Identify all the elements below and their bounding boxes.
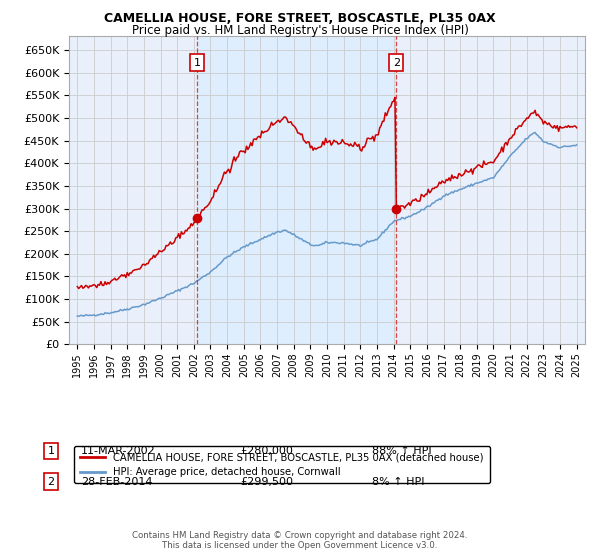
Text: 2: 2 — [47, 477, 55, 487]
Text: 1: 1 — [194, 58, 200, 68]
Text: 28-FEB-2014: 28-FEB-2014 — [81, 477, 152, 487]
Text: 1: 1 — [47, 446, 55, 456]
Text: CAMELLIA HOUSE, FORE STREET, BOSCASTLE, PL35 0AX: CAMELLIA HOUSE, FORE STREET, BOSCASTLE, … — [104, 12, 496, 25]
Text: £299,500: £299,500 — [240, 477, 293, 487]
Text: 88% ↑ HPI: 88% ↑ HPI — [372, 446, 431, 456]
Text: £280,000: £280,000 — [240, 446, 293, 456]
Text: Contains HM Land Registry data © Crown copyright and database right 2024.
This d: Contains HM Land Registry data © Crown c… — [132, 530, 468, 550]
Legend: CAMELLIA HOUSE, FORE STREET, BOSCASTLE, PL35 0AX (detached house), HPI: Average : CAMELLIA HOUSE, FORE STREET, BOSCASTLE, … — [74, 446, 490, 483]
Text: Price paid vs. HM Land Registry's House Price Index (HPI): Price paid vs. HM Land Registry's House … — [131, 24, 469, 36]
Text: 8% ↑ HPI: 8% ↑ HPI — [372, 477, 425, 487]
Bar — [197, 36, 396, 344]
Text: 2: 2 — [392, 58, 400, 68]
Text: 11-MAR-2002: 11-MAR-2002 — [81, 446, 156, 456]
